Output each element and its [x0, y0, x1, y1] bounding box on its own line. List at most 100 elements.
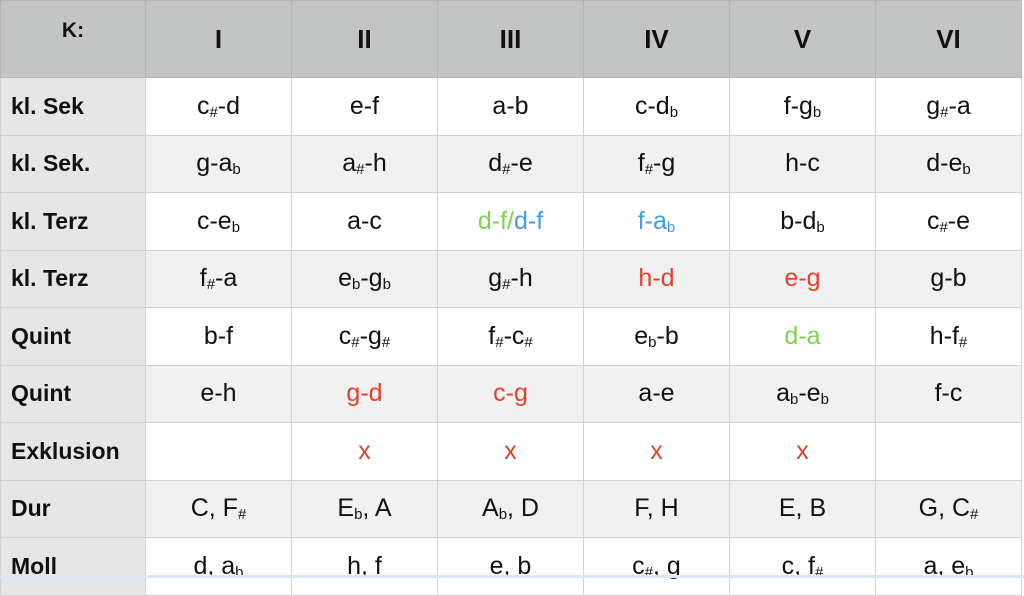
accidental: b: [666, 218, 676, 236]
cell-text: e: [634, 321, 649, 350]
table-row: Dur C, F# Eb, A Ab, D F, H E, B G, C#: [0, 479, 1022, 538]
cell-text: h-c: [785, 149, 820, 178]
header-key-label: K:: [0, 0, 146, 78]
cell-text: f-a: [637, 206, 667, 235]
cell-text: h-d: [638, 264, 675, 293]
accidental: #: [940, 103, 949, 121]
cell-text: C, F: [190, 494, 238, 523]
cell-text: c-g: [493, 379, 528, 408]
cell-text: , A: [362, 494, 392, 523]
table-row: kl. Sek. g-ab a#-h d#-e f#-g h-c d-eb: [0, 134, 1022, 193]
cell-text: e-f: [349, 91, 380, 120]
table-cell: h-f#: [875, 307, 1022, 366]
table-cell: g-b: [875, 249, 1022, 308]
table-cell: d-f/d-f: [437, 192, 584, 251]
cell-text: f: [488, 321, 496, 350]
cell-text: F, H: [634, 494, 679, 523]
table-cell: a-c: [291, 192, 438, 251]
cell-text: g-d: [346, 379, 383, 408]
cell-text: a-e: [638, 379, 675, 408]
cell-text: e-g: [784, 264, 821, 293]
accidental: b: [648, 333, 657, 351]
cell-text: b-d: [780, 206, 817, 235]
cell-text: -b: [656, 321, 679, 350]
table-cell: d-eb: [875, 134, 1022, 193]
cell-text: c-d: [634, 91, 670, 120]
accidental: b: [820, 391, 829, 409]
table-row: kl. Terz f#-a eb-gb g#-h h-d e-g g-b: [0, 249, 1022, 308]
cell-text: g: [926, 91, 941, 120]
row-label: Quint: [0, 364, 146, 423]
table-cell: f-c: [875, 364, 1022, 423]
cell-text: , D: [507, 494, 539, 523]
table-cell: d, ab: [145, 537, 292, 596]
bottom-edge: [0, 575, 1024, 578]
cell-text: c: [926, 206, 940, 235]
accidental: #: [237, 506, 247, 524]
row-label: kl. Sek.: [0, 134, 146, 193]
accidental: b: [669, 103, 679, 121]
accidental: b: [816, 218, 825, 236]
table-cell: e-g: [729, 249, 876, 308]
cell-text: d-f: [513, 206, 544, 235]
row-label: Exklusion: [0, 422, 146, 481]
accidental: #: [970, 506, 979, 524]
accidental: #: [495, 333, 504, 351]
accidental: b: [965, 563, 974, 581]
cell-text: x: [504, 436, 517, 465]
table-cell: G, C#: [875, 479, 1022, 538]
accidental: b: [235, 563, 244, 581]
cell-text: f: [637, 149, 645, 178]
table-cell: b-f: [145, 307, 292, 366]
table-cell: b-db: [729, 192, 876, 251]
accidental: b: [962, 161, 971, 179]
table-cell: [145, 422, 292, 481]
cell-text: -g: [359, 321, 382, 350]
cell-text: a: [342, 149, 357, 178]
table-cell: h, f: [291, 537, 438, 596]
row-label: kl. Sek: [0, 77, 146, 136]
cell-text: g-b: [930, 264, 967, 293]
table-row: kl. Sek c#-d e-f a-b c-db f-gb g#-a: [0, 77, 1022, 136]
table-cell: a-e: [583, 364, 730, 423]
cell-text: c: [196, 91, 210, 120]
table-cell: e, b: [437, 537, 584, 596]
accidental: b: [789, 391, 799, 409]
header-row: K: I II III IV V VI: [0, 0, 1022, 78]
cell-text: d-f/: [477, 206, 514, 235]
table-cell: a#-h: [291, 134, 438, 193]
table-cell: d-a: [729, 307, 876, 366]
table-cell: f-gb: [729, 77, 876, 136]
header-column: II: [291, 0, 438, 78]
table-cell: c#-d: [145, 77, 292, 136]
table-cell: f#-a: [145, 249, 292, 308]
cell-text: -a: [215, 264, 238, 293]
cell-text: G, C: [918, 494, 971, 523]
cell-text: c: [632, 551, 645, 580]
table-cell: c-eb: [145, 192, 292, 251]
accidental: #: [939, 218, 948, 236]
cell-text: f: [199, 264, 207, 293]
cell-text: -e: [798, 379, 821, 408]
table-row: Moll d, ab h, f e, b c#, g c, f# a, eb: [0, 537, 1022, 596]
table-cell: eb-gb: [291, 249, 438, 308]
accidental: #: [644, 563, 654, 581]
accidental: #: [502, 276, 511, 294]
cell-text: d-e: [926, 149, 963, 178]
table-cell: c, f#: [729, 537, 876, 596]
table-cell: a-b: [437, 77, 584, 136]
table-cell: [875, 422, 1022, 481]
cell-text: a-b: [492, 91, 529, 120]
table-cell: Eb, A: [291, 479, 438, 538]
table-cell: e-f: [291, 77, 438, 136]
cell-text: E, B: [778, 494, 827, 523]
accidental: b: [231, 218, 241, 236]
accidental: #: [209, 103, 218, 121]
cell-text: c-e: [196, 206, 232, 235]
accidental: b: [498, 506, 508, 524]
cell-text: d-a: [784, 321, 821, 350]
table-cell: c#, g: [583, 537, 730, 596]
table-cell: eb-b: [583, 307, 730, 366]
cell-text: -c: [503, 321, 525, 350]
